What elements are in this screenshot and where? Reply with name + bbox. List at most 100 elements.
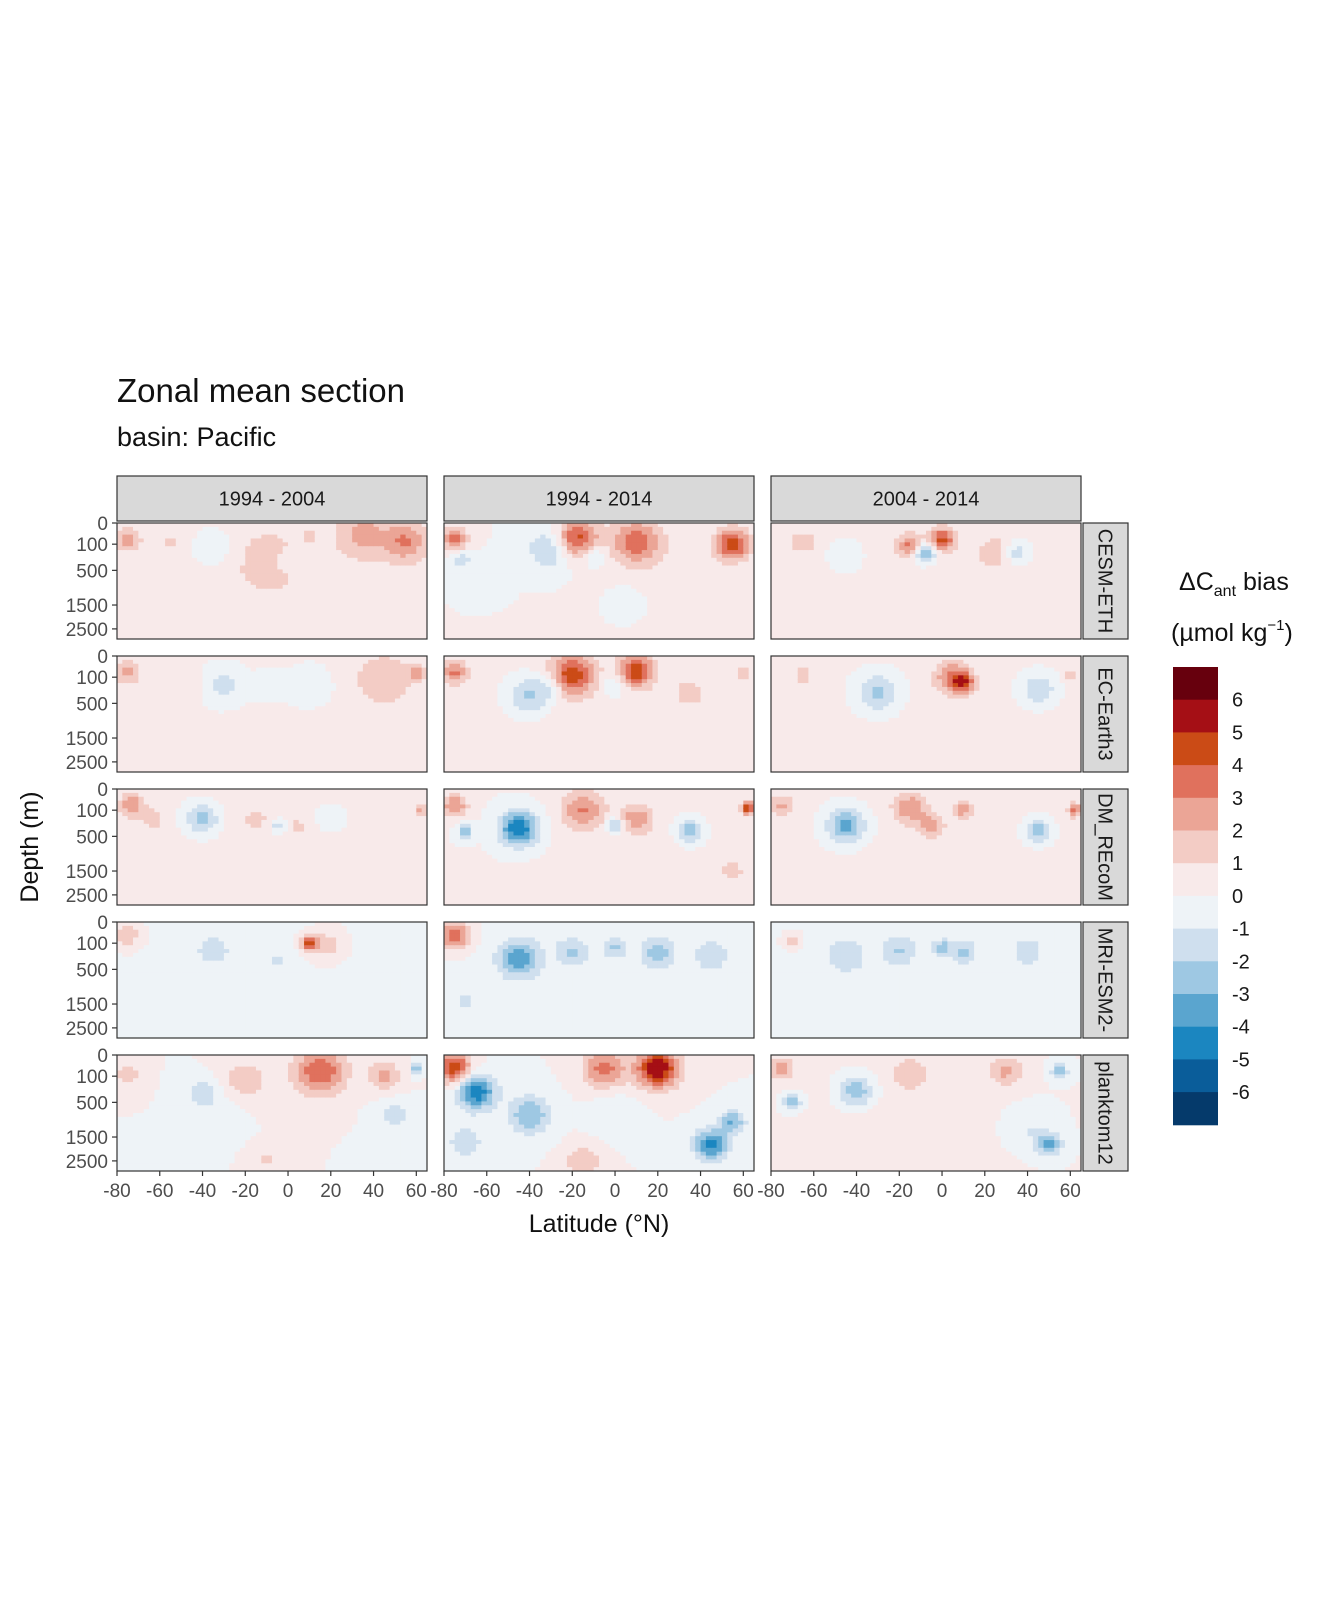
heatmap-cell	[341, 553, 348, 559]
heatmap-cell	[346, 565, 353, 570]
heatmap-cell	[202, 710, 209, 715]
heatmap-cell	[341, 611, 348, 617]
heatmap-cell	[218, 881, 225, 887]
heatmap-cell	[293, 550, 300, 555]
heatmap-cell	[229, 874, 236, 879]
heatmap-cell	[138, 694, 145, 700]
heatmap-cell	[384, 831, 391, 836]
heatmap-cell	[117, 553, 123, 559]
heatmap-cell	[352, 553, 359, 559]
heatmap-cell	[149, 706, 156, 711]
heatmap-cell	[127, 752, 134, 758]
heatmap-cell	[410, 706, 417, 711]
heatmap-cell	[362, 675, 369, 680]
heatmap-cell	[170, 897, 177, 902]
heatmap-cell	[362, 744, 369, 750]
heatmap-cell	[117, 862, 123, 867]
heatmap-cell	[282, 553, 289, 559]
heatmap-cell	[159, 744, 166, 750]
heatmap-cell	[223, 550, 230, 555]
heatmap-cell	[261, 663, 268, 669]
heatmap-cell	[213, 816, 220, 821]
heatmap-cell	[154, 741, 161, 746]
heatmap-cell	[314, 534, 321, 540]
heatmap-cell	[266, 839, 273, 844]
heatmap-cell	[138, 710, 145, 715]
heatmap-cell	[309, 843, 316, 848]
heatmap-cell	[330, 698, 337, 703]
heatmap-cell	[298, 901, 305, 905]
heatmap-cell	[127, 823, 134, 829]
heatmap-cell	[336, 819, 343, 825]
heatmap-cell	[373, 789, 380, 794]
heatmap-cell	[277, 839, 284, 844]
heatmap-cell	[277, 530, 284, 536]
heatmap-cell	[416, 679, 423, 684]
heatmap-cell	[207, 698, 214, 703]
heatmap-cell	[239, 702, 246, 707]
heatmap-cell	[293, 800, 300, 806]
heatmap-cell	[202, 588, 209, 594]
heatmap-cell	[175, 812, 182, 817]
heatmap-cell	[421, 534, 427, 540]
heatmap-cell	[117, 835, 123, 840]
heatmap-cell	[154, 717, 161, 723]
heatmap-cell	[384, 702, 391, 707]
heatmap-cell	[143, 577, 150, 582]
heatmap-cell	[362, 604, 369, 609]
heatmap-cell	[165, 866, 172, 871]
heatmap-cell	[320, 893, 327, 898]
heatmap-cell	[330, 557, 337, 563]
heatmap-cell	[341, 721, 348, 727]
heatmap-cell	[405, 526, 412, 532]
heatmap-cell	[191, 573, 198, 578]
heatmap-cell	[421, 706, 427, 711]
heatmap-cell	[138, 698, 145, 703]
heatmap-cell	[266, 725, 273, 731]
heatmap-cell	[218, 850, 225, 856]
heatmap-cell	[234, 581, 241, 586]
heatmap-cell	[154, 534, 161, 540]
heatmap-cell	[298, 737, 305, 742]
heatmap-cell	[336, 667, 343, 673]
heatmap-cell	[309, 819, 316, 825]
heatmap-cell	[282, 523, 289, 528]
heatmap-cell	[330, 808, 337, 813]
heatmap-cell	[261, 671, 268, 676]
heatmap-cell	[154, 627, 161, 632]
heatmap-cell	[384, 619, 391, 625]
heatmap-cell	[410, 768, 417, 772]
heatmap-cell	[357, 581, 364, 586]
heatmap-cell	[309, 671, 316, 676]
heatmap-cell	[143, 827, 150, 833]
heatmap-cell	[133, 702, 139, 707]
heatmap-cell	[378, 816, 385, 821]
heatmap-cell	[373, 823, 380, 829]
heatmap-cell	[255, 819, 262, 825]
heatmap-cell	[143, 804, 150, 809]
heatmap-cell	[341, 812, 348, 817]
heatmap-cell	[175, 756, 182, 761]
heatmap-cell	[298, 615, 305, 621]
heatmap-cell	[191, 901, 198, 905]
heatmap-cell	[186, 800, 193, 806]
heatmap-cell	[207, 663, 214, 669]
heatmap-cell	[122, 592, 129, 598]
heatmap-cell	[175, 789, 182, 794]
heatmap-cell	[117, 675, 123, 680]
heatmap-cell	[352, 862, 359, 867]
heatmap-cell	[255, 854, 262, 860]
heatmap-cell	[272, 877, 278, 883]
heatmap-cell	[346, 756, 353, 761]
heatmap-cell	[181, 523, 188, 528]
heatmap-cell	[239, 611, 246, 617]
heatmap-cell	[122, 854, 129, 860]
heatmap-cell	[223, 569, 230, 574]
heatmap-cell	[298, 542, 305, 547]
heatmap-cell	[133, 717, 139, 723]
heatmap-cell	[191, 893, 198, 898]
heatmap-cell	[378, 690, 385, 696]
heatmap-cell	[341, 752, 348, 758]
heatmap-cell	[234, 577, 241, 582]
heatmap-cell	[127, 623, 134, 628]
